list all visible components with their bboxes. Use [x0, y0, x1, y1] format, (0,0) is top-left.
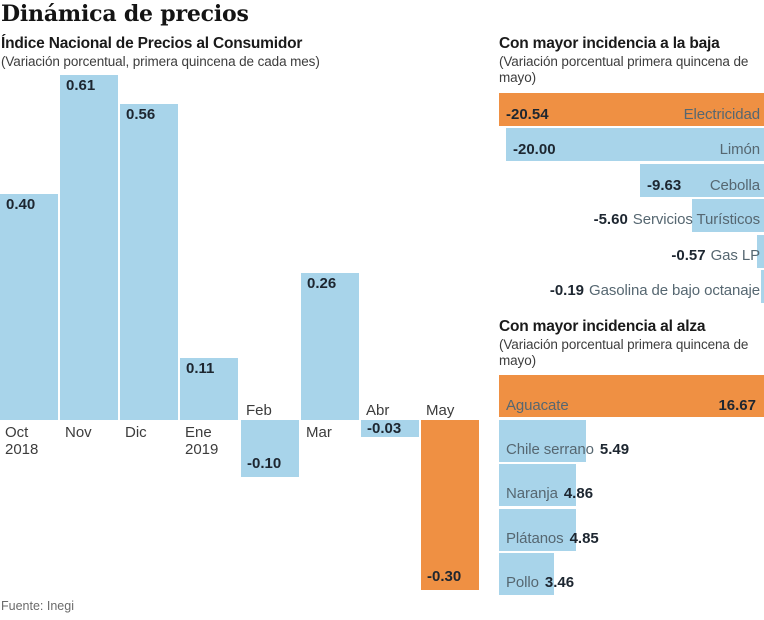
bar [499, 464, 576, 506]
bar-category-label: Ene 2019 [185, 424, 219, 458]
bar [499, 420, 586, 462]
bar-value-label: -0.03 [367, 420, 402, 437]
bar-category-label: Electricidad [683, 106, 760, 123]
bar [120, 104, 178, 420]
bar-label-row: -5.60 Servicios Turísticos [499, 199, 764, 232]
bar-value-label: 4.86 [563, 485, 594, 502]
bar-label-group: -0.19 Gasolina de bajo octanaje [550, 282, 760, 300]
bar [692, 199, 764, 232]
bar-category-label: Mar [306, 424, 332, 441]
bar [506, 128, 764, 161]
bar-category-label: Naranja [506, 485, 558, 502]
bar-value-label: -20.54 [506, 106, 549, 123]
bar-category-label: Oct 2018 [5, 424, 39, 458]
bar-category-label: Pollo [506, 574, 539, 591]
bar [499, 553, 554, 595]
bar-value-label: -0.19 [549, 282, 585, 299]
bar-value-label: 16.67 [718, 397, 756, 414]
bar-label-row: -0.57 Gas LP [499, 235, 764, 268]
bar-label-row: Naranja 4.86 [499, 464, 764, 506]
alza-chart-title: Con mayor incidencia al alza [499, 318, 706, 335]
bar [0, 194, 58, 420]
baja-chart-subtitle-line1: (Variación porcentual primera quincena d… [499, 54, 749, 69]
bar-label-group: Chile serrano 5.49 [506, 441, 629, 459]
bar-label-row: Electricidad -20.54 [499, 93, 764, 126]
source-note: Fuente: Inegi [1, 599, 74, 613]
baja-chart-subtitle: (Variación porcentual primera quincena d… [499, 54, 761, 86]
bar-label-group: -5.60 Servicios Turísticos [593, 211, 761, 229]
baja-chart-subtitle-line2: mayo) [499, 70, 537, 85]
bar [499, 93, 764, 126]
bar-value-label: 0.61 [66, 77, 96, 94]
bar [499, 375, 764, 417]
bar-category-label: Servicios Turísticos [632, 211, 760, 228]
bar-label-row: -0.19 Gasolina de bajo octanaje [499, 270, 764, 303]
bar-value-label: -9.63 [647, 177, 682, 194]
inpc-chart-title: Índice Nacional de Precios al Consumidor [1, 35, 303, 52]
bar [241, 420, 299, 477]
bar-category-label: May [426, 402, 455, 419]
bar-value-label: 5.49 [599, 441, 630, 458]
bar-label-row: Plátanos 4.85 [499, 509, 764, 551]
alza-chart-subtitle-line2: mayo) [499, 353, 537, 368]
bar-value-label: 3.46 [544, 574, 575, 591]
inpc-chart-subtitle: (Variación porcentual, primera quincena … [1, 54, 320, 69]
bar-category-label: Abr [366, 402, 390, 419]
bar-label-row: Chile serrano 5.49 [499, 420, 764, 462]
bar-value-label: 0.40 [6, 196, 36, 213]
bar-value-label: -0.10 [247, 455, 282, 472]
alza-chart-subtitle-line1: (Variación porcentual primera quincena d… [499, 337, 749, 352]
bar-label-row: Cebolla -9.63 [499, 164, 764, 197]
bar-category-label: Dic [125, 424, 147, 441]
bar-value-label: -0.30 [427, 568, 462, 585]
bar-label-row: Pollo 3.46 [499, 553, 764, 595]
page-title: Dinámica de precios [1, 1, 249, 27]
bar-value-label: 0.11 [186, 360, 215, 377]
bar-value-label: 0.56 [126, 106, 156, 123]
bar-label-row: Limón -20.00 [499, 128, 764, 161]
bar [640, 164, 764, 197]
bar-category-label: Plátanos [506, 530, 564, 547]
bar-category-label: Limón [719, 141, 760, 158]
bar-category-label: Aguacate [506, 397, 569, 414]
bar-value-label: 4.85 [569, 530, 599, 547]
bar [361, 420, 419, 437]
bar-category-label: Nov [65, 424, 92, 441]
bar-category-label: Cebolla [709, 177, 760, 194]
bar-value-label: -0.57 [671, 247, 706, 264]
bar-label-row: Aguacate 16.67 [499, 375, 764, 417]
bar-label-group: Plátanos 4.85 [506, 530, 599, 548]
bar [60, 75, 118, 420]
bar-category-label: Gasolina de bajo octanaje [589, 282, 760, 299]
bar-label-group: -0.57 Gas LP [671, 247, 760, 265]
bar [421, 420, 479, 590]
bar [301, 273, 359, 420]
bar-value-label: -5.60 [593, 211, 628, 228]
bar-category-label: Gas LP [710, 247, 761, 264]
bar [180, 358, 238, 420]
baja-chart-area: Electricidad -20.54 Limón -20.00 Cebolla -9.6… [499, 0, 764, 620]
bar [499, 509, 576, 551]
bar [757, 235, 764, 268]
inpc-chart-area: 0.40 Oct 2018 0.61 Nov 0.56 Dic 0.11 Ene 2019 -0.1… [0, 75, 479, 590]
bar-label-group: Pollo 3.46 [506, 574, 574, 592]
alza-chart-subtitle: (Variación porcentual primera quincena d… [499, 337, 761, 369]
bar-label-group: Naranja 4.86 [506, 485, 593, 503]
bar-value-label: -20.00 [513, 141, 556, 158]
bar [761, 270, 764, 303]
alza-chart-area: Aguacate 16.67 Chile serrano 5.49 Naranja 4.8… [499, 0, 764, 620]
bar-category-label: Chile serrano [506, 441, 594, 458]
baja-chart-title: Con mayor incidencia a la baja [499, 35, 720, 52]
bar-value-label: 0.26 [307, 275, 337, 292]
bar-category-label: Feb [246, 402, 272, 419]
